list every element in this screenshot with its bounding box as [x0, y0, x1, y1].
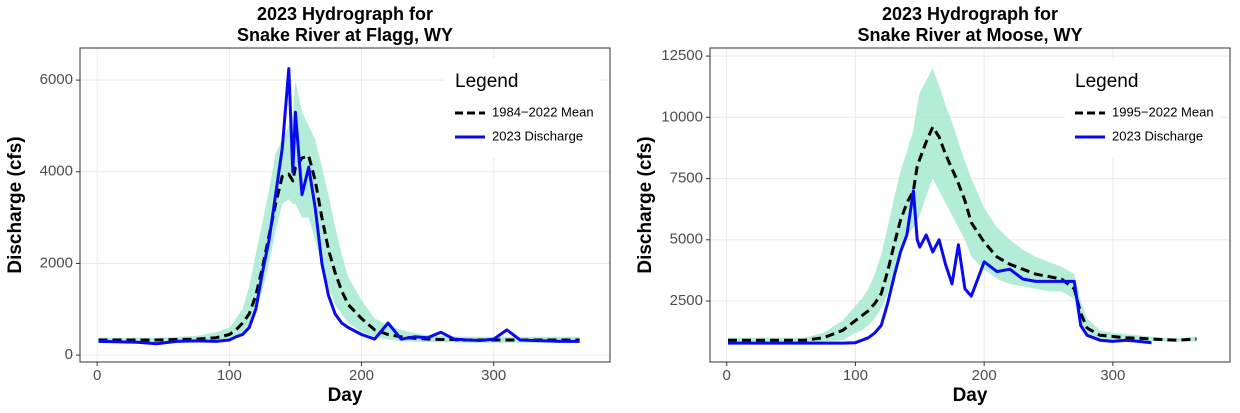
series-line	[728, 189, 1152, 345]
legend-label: 1995−2022 Mean	[1112, 104, 1214, 119]
x-tick-label: 0	[723, 367, 731, 384]
y-tick-label: 12500	[661, 47, 703, 64]
x-tick-label: 0	[93, 367, 101, 384]
legend-title: Legend	[1075, 71, 1138, 92]
plot-border	[79, 47, 611, 363]
x-tick-label: 200	[972, 367, 997, 384]
chart-title: 2023 Hydrograph for	[882, 4, 1058, 24]
chart-title: Snake River at Flagg, WY	[237, 25, 453, 45]
y-tick-label: 4000	[40, 163, 73, 180]
band	[98, 80, 580, 344]
x-tick-label: 300	[1100, 367, 1125, 384]
y-tick-label: 0	[65, 346, 73, 363]
y-tick-label: 10000	[661, 108, 703, 125]
y-tick-label: 6000	[40, 71, 73, 88]
legend-box	[445, 58, 600, 158]
y-tick-label: 2500	[670, 292, 703, 309]
series-line	[728, 125, 1197, 342]
chart-title: 2023 Hydrograph for	[257, 4, 433, 24]
x-tick-label: 100	[217, 367, 242, 384]
x-tick-label: 200	[349, 367, 374, 384]
x-axis-title: Day	[328, 385, 363, 406]
y-tick-label: 7500	[670, 170, 703, 187]
y-tick-label: 2000	[40, 254, 73, 271]
band	[728, 68, 1197, 343]
y-axis-title: Discharge (cfs)	[5, 136, 26, 273]
legend-label: 2023 Discharge	[492, 128, 583, 143]
series-line	[98, 67, 580, 346]
series-line	[98, 154, 580, 342]
x-axis-title: Day	[953, 385, 988, 406]
legend-label: 2023 Discharge	[1112, 128, 1203, 143]
legend-label: 1984−2022 Mean	[492, 104, 594, 119]
y-axis-title: Discharge (cfs)	[635, 136, 656, 273]
chart-title: Snake River at Moose, WY	[857, 25, 1082, 45]
legend-box	[1065, 58, 1220, 158]
x-tick-label: 300	[481, 367, 506, 384]
y-tick-label: 5000	[670, 231, 703, 248]
legend-title: Legend	[455, 71, 518, 92]
plot-border	[709, 47, 1231, 363]
x-tick-label: 100	[843, 367, 868, 384]
